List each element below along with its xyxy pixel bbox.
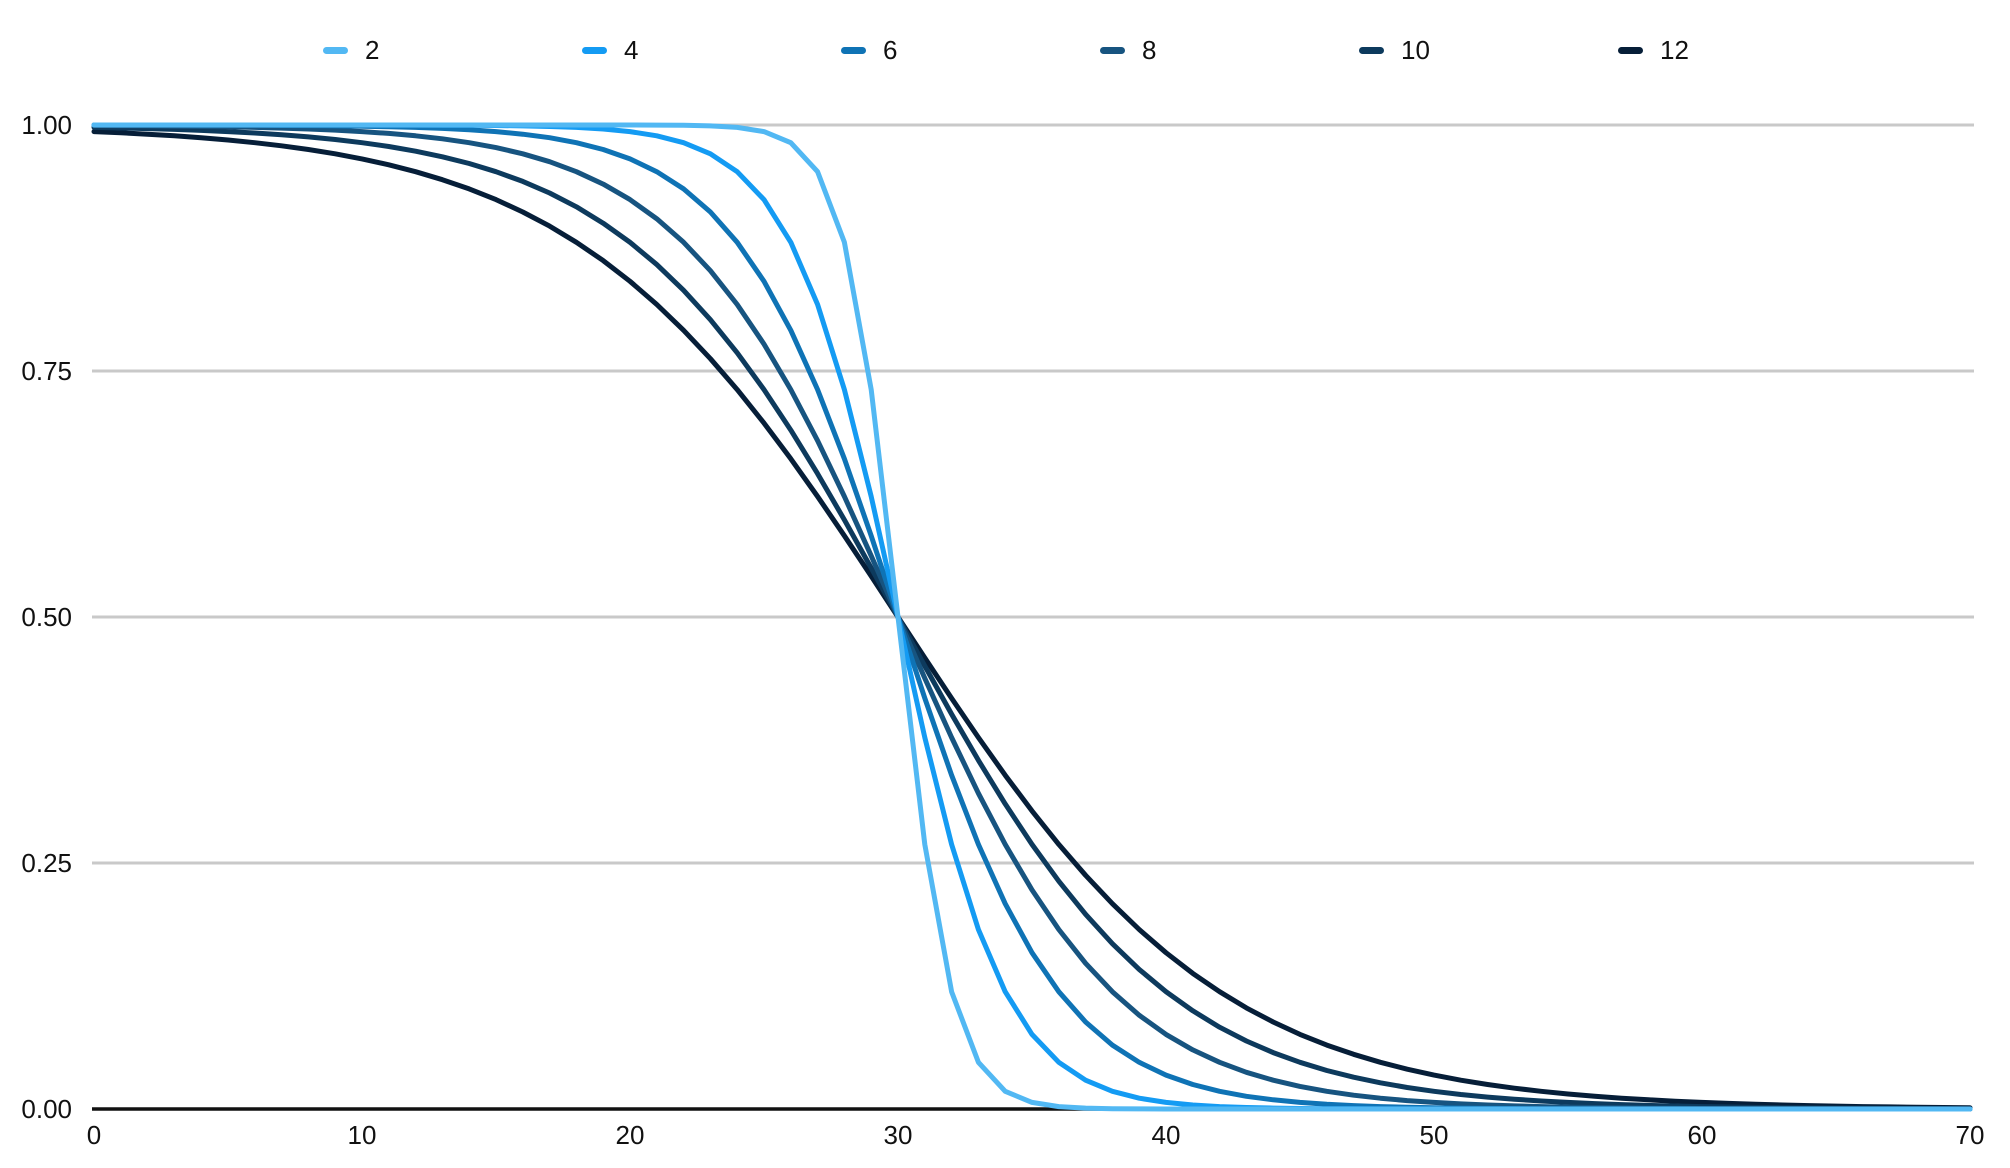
legend-item-8: 8: [1100, 36, 1156, 64]
legend-swatch-icon: [1359, 46, 1384, 54]
x-tick-label: 50: [1419, 1120, 1449, 1150]
legend-swatch-icon: [1100, 46, 1125, 54]
legend-item-6: 6: [841, 36, 897, 64]
legend-item-10: 10: [1359, 36, 1430, 64]
legend-item-2: 2: [323, 36, 379, 64]
x-tick-label: 20: [615, 1120, 645, 1150]
y-tick-label: 0.25: [21, 848, 72, 878]
legend-swatch-icon: [323, 46, 348, 54]
legend-swatch-icon: [1618, 46, 1643, 54]
legend-item-12: 12: [1618, 36, 1689, 64]
y-tick-label: 0.00: [21, 1094, 72, 1124]
series-line-10: [91, 124, 1973, 1112]
series-line-2: [91, 122, 1973, 1112]
y-tick-label: 0.50: [21, 602, 72, 632]
x-tick-label: 0: [86, 1120, 102, 1150]
legend-swatch-icon: [841, 46, 866, 54]
series-line-12: [91, 129, 1973, 1111]
legend-label: 8: [1142, 35, 1157, 65]
y-tick-label: 0.75: [21, 356, 72, 386]
legend-label: 4: [624, 35, 639, 65]
x-tick-label: 40: [1151, 1120, 1181, 1150]
x-tick-label: 70: [1955, 1120, 1985, 1150]
y-tick-label: 1.00: [21, 110, 72, 140]
legend-label: 12: [1660, 35, 1689, 65]
x-tick-label: 60: [1687, 1120, 1717, 1150]
legend-swatch-icon: [582, 46, 607, 54]
legend-label: 2: [365, 35, 380, 65]
legend-label: 6: [883, 35, 898, 65]
x-tick-label: 30: [883, 1120, 913, 1150]
legend-label: 10: [1401, 35, 1430, 65]
x-tick-label: 10: [347, 1120, 377, 1150]
legend-item-4: 4: [582, 36, 638, 64]
